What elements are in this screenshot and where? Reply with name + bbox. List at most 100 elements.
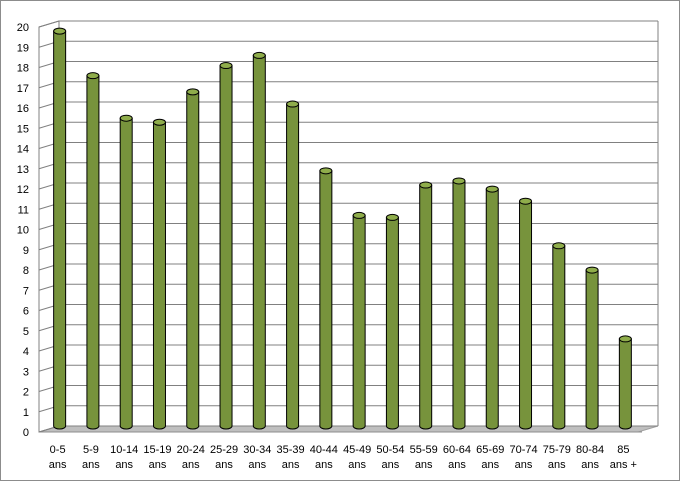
y-tick-label: 6	[23, 306, 29, 318]
bar-body	[519, 200, 533, 430]
x-tick-label: ans	[115, 459, 133, 471]
bar-body	[119, 117, 133, 430]
bar-top	[53, 27, 67, 35]
bar	[186, 88, 200, 430]
gridline-side	[38, 20, 60, 28]
bar-top	[618, 335, 632, 343]
x-tick-label: ans	[581, 459, 599, 471]
bar	[585, 266, 599, 430]
bar	[452, 177, 466, 430]
x-tick-label: ans	[382, 459, 400, 471]
x-tick-label: 60-64	[443, 444, 471, 456]
bar	[252, 51, 266, 430]
x-tick-label: 0-5	[50, 444, 66, 456]
bar	[385, 213, 399, 430]
bar-body	[485, 188, 499, 430]
y-tick-label: 16	[17, 103, 29, 115]
bar	[419, 181, 433, 430]
bar	[552, 242, 566, 430]
y-tick-label: 2	[23, 387, 29, 399]
bar-body	[86, 75, 100, 430]
x-tick-label: ans	[82, 459, 100, 471]
x-tick-label: 25-29	[210, 444, 238, 456]
x-tick-label: ans	[182, 459, 200, 471]
y-tick-label: 14	[17, 144, 29, 156]
bar-body	[352, 214, 366, 430]
bar-top	[252, 51, 266, 59]
bar	[319, 167, 333, 430]
y-tick-label: 11	[18, 204, 29, 216]
x-tick-label: ans	[248, 459, 266, 471]
bars	[53, 27, 632, 430]
bar-top	[452, 177, 466, 185]
x-tick-label: 85	[617, 444, 629, 456]
x-tick-label: ans	[415, 459, 433, 471]
y-tick-label: 3	[23, 366, 29, 378]
x-tick-label: 55-59	[410, 444, 438, 456]
x-tick-label: 15-19	[143, 444, 171, 456]
x-tick-label: 70-74	[509, 444, 537, 456]
x-tick-label: 65-69	[476, 444, 504, 456]
x-tick-label: 40-44	[310, 444, 338, 456]
bar-top	[585, 266, 599, 274]
bar-body	[152, 121, 166, 430]
bar	[618, 335, 632, 430]
bar-body	[618, 338, 632, 430]
bar	[119, 114, 133, 430]
x-tick-label: 45-49	[343, 444, 371, 456]
bar-body	[452, 180, 466, 430]
x-tick-label: ans	[448, 459, 466, 471]
bar-body	[53, 30, 67, 430]
bar-top	[219, 62, 233, 70]
bar-top	[152, 118, 166, 126]
x-tick-label: 5-9	[83, 444, 99, 456]
y-tick-label: 12	[17, 184, 29, 196]
x-tick-label: ans	[149, 459, 167, 471]
x-tick-label: 35-39	[277, 444, 305, 456]
y-tick-label: 7	[23, 285, 29, 297]
y-tick-label: 18	[17, 63, 29, 75]
x-tick-label: ans	[481, 459, 499, 471]
bar-top	[286, 100, 300, 108]
bar-top	[485, 185, 499, 193]
y-tick-label: 17	[17, 83, 29, 95]
bar-top	[419, 181, 433, 189]
x-tick-label: ans	[548, 459, 566, 471]
bar-body	[319, 170, 333, 430]
y-tick-label: 4	[23, 346, 29, 358]
x-tick-label: ans	[49, 459, 67, 471]
bar	[219, 62, 233, 430]
y-tick-label: 8	[23, 265, 29, 277]
bar	[86, 72, 100, 430]
bar-body	[219, 65, 233, 430]
x-tick-label: 75-79	[543, 444, 571, 456]
bar-body	[552, 245, 566, 430]
x-tick-label: ans +	[610, 459, 637, 471]
x-tick-label: 20-24	[177, 444, 205, 456]
bar-body	[385, 216, 399, 430]
bar	[152, 118, 166, 430]
y-tick-label: 1	[23, 407, 29, 419]
bar-top	[186, 88, 200, 96]
bar-top	[385, 213, 399, 221]
x-tick-label: ans	[215, 459, 233, 471]
bar	[519, 197, 533, 430]
bar-body	[186, 91, 200, 430]
y-tick-label: 0	[23, 427, 29, 439]
x-tick-label: 80-84	[576, 444, 604, 456]
y-tick-label: 15	[17, 123, 29, 135]
x-tick-label: 50-54	[376, 444, 404, 456]
bar-top	[519, 197, 533, 205]
bar-body	[286, 103, 300, 430]
x-axis-ticks: 0-5 ans 5-9 ans 10-14 ans 15-19 ans 20-24 ans 25-2…	[49, 444, 637, 471]
bar-top	[552, 242, 566, 250]
bar-body	[252, 54, 266, 430]
bar-top	[319, 167, 333, 175]
x-tick-label: ans	[282, 459, 300, 471]
y-tick-label: 10	[17, 225, 29, 237]
bar	[485, 185, 499, 430]
bar	[286, 100, 300, 430]
